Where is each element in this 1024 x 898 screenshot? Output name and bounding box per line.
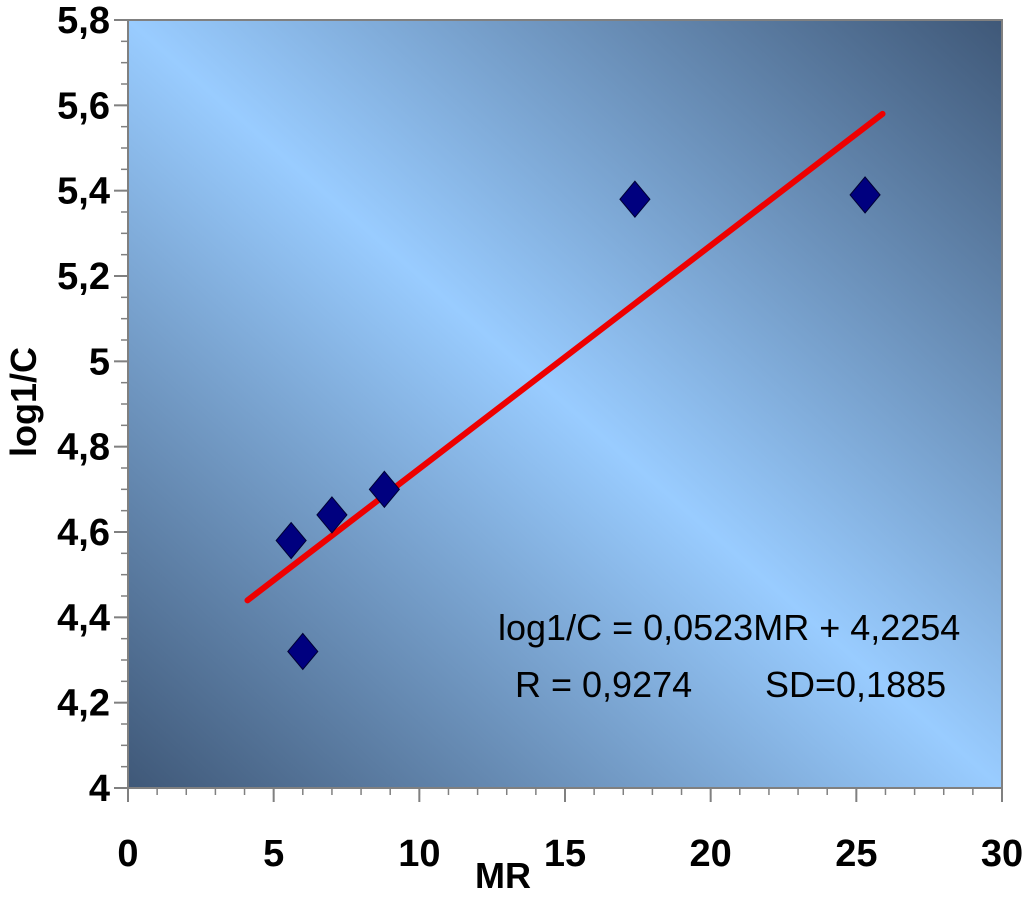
- data-point-marker: [287, 632, 319, 671]
- data-point-marker: [275, 521, 307, 560]
- y-tick-label: 4,4: [57, 597, 110, 639]
- data-point-marker: [316, 496, 348, 534]
- x-tick-label: 15: [544, 833, 586, 875]
- x-tick-label: 5: [263, 833, 284, 875]
- y-tick-label: 5,4: [57, 171, 110, 213]
- y-axis-title: log1/C: [3, 347, 44, 457]
- axes: [114, 19, 1003, 802]
- y-tick-label: 4,8: [57, 427, 110, 469]
- data-point-marker: [849, 176, 881, 214]
- x-axis-title: MR: [475, 855, 531, 896]
- x-tick-labels: 0 5 10 15 20 25 30: [117, 833, 1023, 875]
- data-point-marker: [619, 180, 651, 218]
- trendline: [244, 110, 886, 604]
- plot-area: [127, 19, 1003, 789]
- x-tick-label: 0: [117, 833, 138, 875]
- data-points: [275, 176, 881, 671]
- y-tick-label: 4,2: [57, 683, 110, 725]
- x-tick-label: 25: [835, 833, 877, 875]
- y-tick-label: 5,2: [57, 256, 110, 298]
- y-tick-label: 5,8: [57, 0, 110, 42]
- r-annotation: R = 0,9274: [515, 664, 692, 705]
- y-tick-label: 5,6: [57, 85, 110, 127]
- y-tick-labels: 4 4,2 4,4 4,6 4,8 5 5,2 5,4 5,6 5,8: [57, 0, 110, 810]
- x-tick-label: 20: [690, 833, 732, 875]
- equation-annotation: log1/C = 0,0523MR + 4,2254: [498, 607, 960, 648]
- y-tick-label: 4: [89, 768, 110, 810]
- sd-annotation: SD=0,1885: [765, 664, 946, 705]
- data-point-marker: [368, 470, 401, 509]
- y-tick-label: 5: [89, 341, 110, 383]
- x-tick-label: 10: [398, 833, 440, 875]
- y-tick-label: 4,6: [57, 512, 110, 554]
- x-tick-label: 30: [981, 833, 1023, 875]
